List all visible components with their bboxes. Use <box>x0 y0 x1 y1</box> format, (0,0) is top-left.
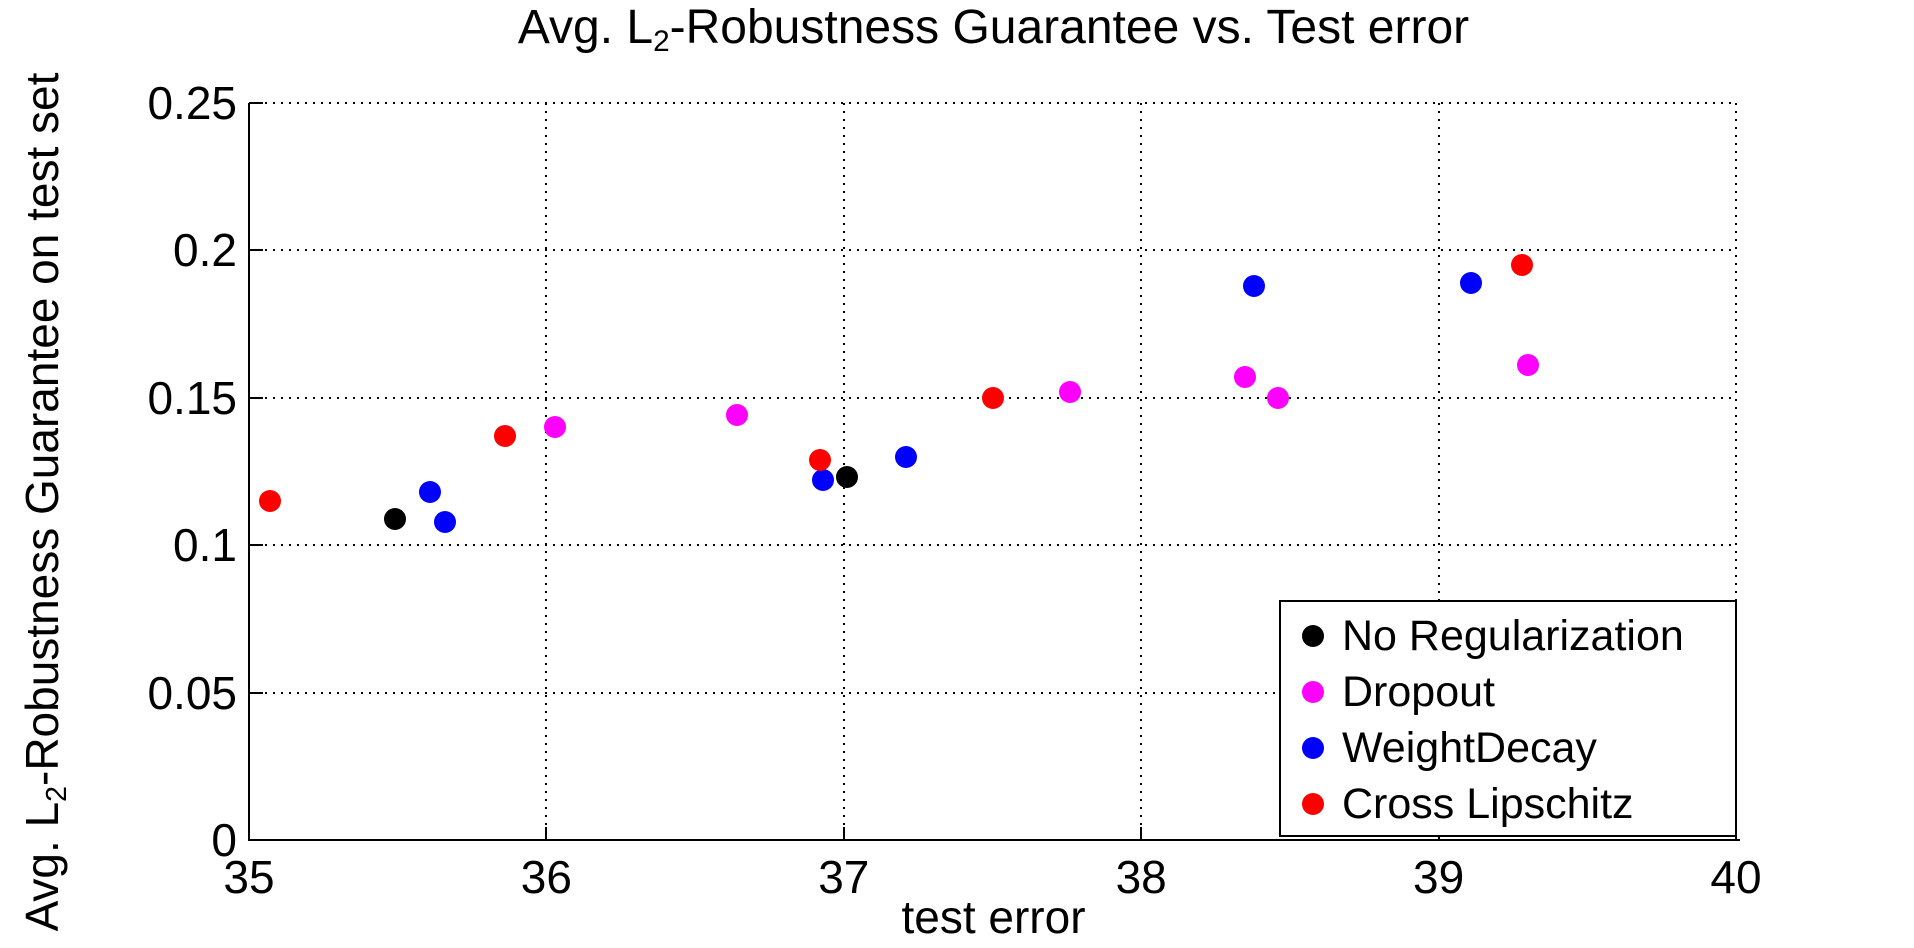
y-tick-label: 0 <box>211 814 237 866</box>
legend-marker-icon <box>1302 793 1324 815</box>
legend-item: Dropout <box>1281 664 1735 720</box>
data-point <box>811 469 834 492</box>
vertical-gridline <box>1437 103 1440 840</box>
legend: No Regularization Dropout WeightDecay Cross… <box>1279 600 1737 837</box>
data-point <box>895 445 918 468</box>
x-axis-label: test error <box>901 891 1086 943</box>
legend-label: WeightDecay <box>1342 723 1597 772</box>
data-point <box>1267 386 1289 409</box>
data-point <box>809 448 831 471</box>
data-point <box>258 489 281 512</box>
data-point <box>1243 274 1266 297</box>
x-tick-label: 40 <box>1710 851 1762 903</box>
x-tick-label: 38 <box>1115 851 1167 903</box>
legend-label: No Regularization <box>1342 611 1684 660</box>
chart-title: Avg. L2-Robustness Guarantee vs. Test er… <box>249 0 1738 59</box>
y-tick-label: 0.2 <box>173 224 237 277</box>
y-tick-mark <box>250 396 263 399</box>
data-point <box>725 404 748 427</box>
data-point <box>493 425 516 448</box>
y-tick-label: 0.05 <box>147 666 237 719</box>
legend-label: Cross Lipschitz <box>1342 779 1634 828</box>
y-axis-label: Avg. L2-Robustness Guarantee on test set <box>16 42 73 948</box>
vertical-gridline <box>1140 103 1143 840</box>
data-point <box>1516 354 1539 377</box>
x-tick-mark <box>248 827 250 840</box>
data-point <box>434 510 457 533</box>
chart-title-prefix: Avg. L <box>517 1 654 54</box>
data-point <box>835 466 858 489</box>
vertical-gridline <box>545 103 548 840</box>
data-point <box>1510 254 1533 277</box>
horizontal-gridline <box>249 249 1736 252</box>
y-tick-label: 0.15 <box>147 371 237 424</box>
y-tick-label: 0.1 <box>173 519 237 572</box>
y-axis-label-subscript: 2 <box>40 785 73 802</box>
x-tick-label: 37 <box>818 851 870 903</box>
x-tick-label: 39 <box>1413 851 1465 903</box>
legend-item: No Regularization <box>1281 608 1735 664</box>
vertical-gridline <box>1735 103 1737 840</box>
data-point <box>419 481 442 504</box>
x-tick-label: 35 <box>223 851 275 903</box>
y-tick-mark <box>250 691 263 694</box>
chart-title-suffix: -Robustness Guarantee vs. Test error <box>669 1 1470 54</box>
legend-item: Cross Lipschitz <box>1281 776 1735 832</box>
x-tick-label: 36 <box>520 851 572 903</box>
horizontal-gridline <box>249 544 1736 547</box>
y-tick-label: 0.25 <box>147 77 237 129</box>
y-tick-mark <box>250 249 263 252</box>
legend-marker-icon <box>1302 681 1324 703</box>
data-point <box>544 416 567 439</box>
legend-marker-icon <box>1302 737 1324 759</box>
legend-label: Dropout <box>1342 667 1495 716</box>
data-point <box>1058 380 1081 403</box>
legend-items: No Regularization Dropout WeightDecay Cross… <box>1281 608 1735 832</box>
data-point <box>1234 366 1257 389</box>
data-point <box>383 507 406 530</box>
y-axis-line <box>248 103 250 841</box>
y-tick-mark <box>250 839 263 841</box>
x-tick-mark <box>545 827 548 840</box>
data-point <box>1460 271 1483 294</box>
x-tick-mark <box>842 827 845 840</box>
y-tick-mark <box>250 544 263 547</box>
x-axis-line <box>248 839 1740 841</box>
chart-title-subscript: 2 <box>653 25 670 59</box>
horizontal-gridline <box>249 691 1736 694</box>
data-point <box>981 386 1004 409</box>
legend-marker-icon <box>1302 625 1324 647</box>
legend-item: WeightDecay <box>1281 720 1735 776</box>
y-axis-label-suffix: -Robustness Guarantee on test set <box>16 72 68 786</box>
y-axis-label-prefix: Avg. L <box>16 801 68 932</box>
x-tick-mark <box>1140 827 1143 840</box>
y-tick-mark <box>250 102 263 104</box>
horizontal-gridline <box>249 102 1736 104</box>
